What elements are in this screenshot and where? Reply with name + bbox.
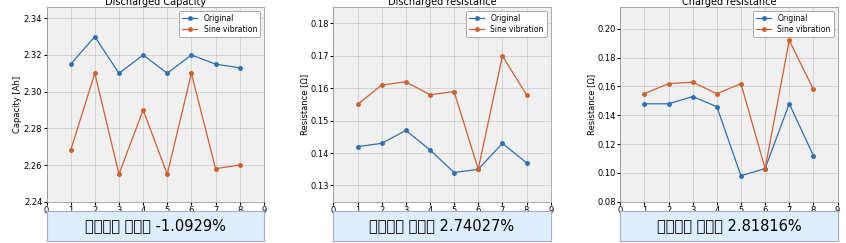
Sine vibration: [401, 80, 411, 83]
Original: [784, 102, 794, 105]
X-axis label: Cell Number [-]: Cell Number [-]: [696, 216, 761, 225]
Legend: Original, Sine vibration: Original, Sine vibration: [179, 11, 260, 37]
Line: Sine vibration: Sine vibration: [356, 54, 528, 171]
Legend: Original, Sine vibration: Original, Sine vibration: [466, 11, 547, 37]
Original: [640, 102, 650, 105]
Title: Discharged Capacity: Discharged Capacity: [105, 0, 206, 7]
Text: 방전저항 변화율 2.74027%: 방전저항 변화율 2.74027%: [370, 218, 514, 233]
Sine vibration: [234, 164, 244, 166]
Sine vibration: [114, 173, 124, 176]
Sine vibration: [760, 167, 770, 170]
Sine vibration: [353, 103, 363, 106]
Original: [521, 161, 531, 164]
Original: [234, 66, 244, 69]
Original: [688, 95, 698, 98]
Sine vibration: [90, 72, 100, 75]
Sine vibration: [186, 72, 196, 75]
Original: [760, 167, 770, 170]
Original: [138, 53, 148, 56]
Original: [401, 129, 411, 132]
Original: [808, 154, 818, 157]
Sine vibration: [808, 88, 818, 91]
Sine vibration: [425, 93, 435, 96]
Sine vibration: [211, 167, 221, 170]
Original: [186, 53, 196, 56]
Original: [376, 142, 387, 145]
X-axis label: Cell Number [-]: Cell Number [-]: [123, 216, 188, 225]
X-axis label: Cell Number [-]: Cell Number [-]: [409, 216, 475, 225]
Original: [353, 145, 363, 148]
Original: [711, 105, 722, 108]
Line: Sine vibration: Sine vibration: [69, 72, 241, 176]
Sine vibration: [640, 92, 650, 95]
Original: [211, 63, 221, 66]
Line: Original: Original: [356, 129, 528, 174]
Line: Sine vibration: Sine vibration: [643, 39, 816, 170]
Title: Charged resistance: Charged resistance: [682, 0, 776, 7]
Line: Original: Original: [69, 35, 241, 75]
Original: [449, 171, 459, 174]
Text: 방전용량 변화율 -1.0929%: 방전용량 변화율 -1.0929%: [85, 218, 226, 233]
Original: [473, 168, 483, 171]
Title: Discharged resistance: Discharged resistance: [387, 0, 497, 7]
Sine vibration: [376, 84, 387, 87]
Line: Original: Original: [643, 95, 816, 177]
Sine vibration: [663, 82, 673, 85]
Sine vibration: [784, 39, 794, 42]
Original: [162, 72, 173, 75]
Sine vibration: [66, 149, 76, 152]
Text: 충전저항 변화율 2.81816%: 충전저항 변화율 2.81816%: [656, 218, 801, 233]
Sine vibration: [711, 92, 722, 95]
Y-axis label: Resistance [Ω]: Resistance [Ω]: [300, 74, 310, 135]
Original: [425, 148, 435, 151]
Original: [66, 63, 76, 66]
Sine vibration: [497, 54, 508, 57]
Sine vibration: [688, 81, 698, 84]
Original: [114, 72, 124, 75]
Sine vibration: [162, 173, 173, 176]
Sine vibration: [449, 90, 459, 93]
Original: [497, 142, 508, 145]
Sine vibration: [736, 82, 746, 85]
Legend: Original, Sine vibration: Original, Sine vibration: [753, 11, 833, 37]
Original: [663, 102, 673, 105]
Y-axis label: Resistance [Ω]: Resistance [Ω]: [587, 74, 596, 135]
Y-axis label: Capacity [Ah]: Capacity [Ah]: [14, 76, 23, 133]
Original: [736, 174, 746, 177]
Sine vibration: [473, 168, 483, 171]
Sine vibration: [138, 109, 148, 112]
Original: [90, 35, 100, 38]
Sine vibration: [521, 93, 531, 96]
